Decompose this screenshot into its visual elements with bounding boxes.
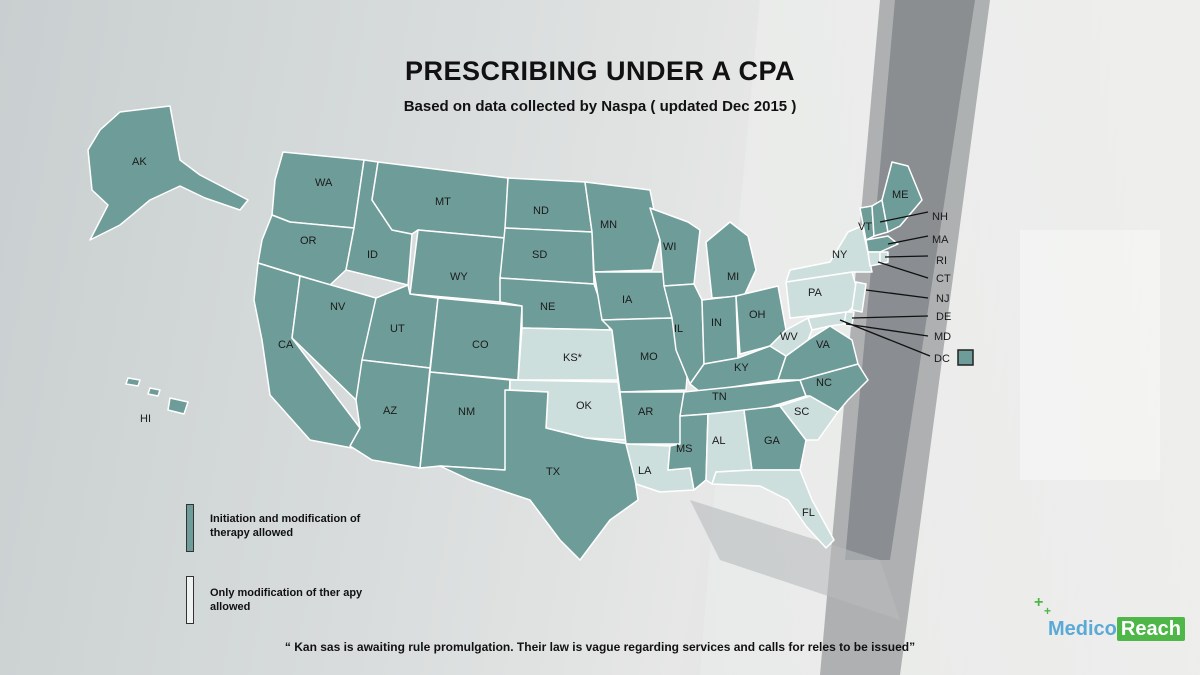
state-or bbox=[257, 214, 355, 286]
label-vt: VT bbox=[858, 221, 872, 233]
label-tx: TX bbox=[546, 466, 561, 478]
plus-icon-small: + bbox=[1044, 604, 1052, 618]
legend-swatch-partial bbox=[186, 576, 194, 624]
label-ma: MA bbox=[932, 234, 949, 246]
label-or: OR bbox=[300, 235, 317, 247]
label-oh: OH bbox=[749, 309, 766, 321]
label-ky: KY bbox=[734, 362, 749, 374]
label-pa: PA bbox=[808, 287, 823, 299]
label-co: CO bbox=[472, 339, 489, 351]
label-ok: OK bbox=[576, 400, 593, 412]
label-mt: MT bbox=[435, 196, 451, 208]
page-subtitle: Based on data collected by Naspa ( updat… bbox=[403, 98, 797, 115]
label-tn: TN bbox=[712, 391, 727, 403]
state-nj bbox=[851, 281, 867, 313]
label-ak: AK bbox=[132, 156, 147, 168]
medicoreach-logo: Medico Reach bbox=[1048, 617, 1185, 641]
label-ar: AR bbox=[638, 406, 653, 418]
label-wy: WY bbox=[450, 271, 468, 283]
label-hi: HI bbox=[140, 413, 151, 425]
leader-lines bbox=[839, 211, 931, 357]
state-mi bbox=[705, 221, 757, 299]
state-in bbox=[701, 295, 739, 365]
state-ma bbox=[865, 235, 899, 253]
label-ri: RI bbox=[936, 255, 947, 267]
state-fl bbox=[711, 469, 835, 549]
state-ar bbox=[619, 391, 685, 445]
state-ia bbox=[593, 271, 673, 321]
label-ut: UT bbox=[390, 323, 405, 335]
label-al: AL bbox=[712, 435, 725, 447]
state-wa bbox=[271, 151, 365, 229]
state-ak bbox=[87, 105, 249, 241]
page-title: PRESCRIBING UNDER A CPA bbox=[404, 56, 796, 86]
label-nd: ND bbox=[533, 205, 549, 217]
label-wv: WV bbox=[780, 331, 798, 343]
state-ga bbox=[743, 405, 807, 471]
state-md bbox=[807, 311, 847, 331]
label-az: AZ bbox=[383, 405, 397, 417]
label-fl: FL bbox=[802, 507, 815, 519]
plus-icon: + bbox=[1034, 594, 1044, 611]
label-ne: NE bbox=[540, 301, 555, 313]
state-sc bbox=[779, 395, 839, 441]
label-nv: NV bbox=[330, 301, 346, 313]
logo-part-1: Medico bbox=[1048, 618, 1117, 640]
dc-marker bbox=[957, 349, 974, 366]
label-nc: NC bbox=[816, 377, 832, 389]
state-ct bbox=[867, 251, 881, 267]
label-wa: WA bbox=[315, 177, 333, 189]
label-ny: NY bbox=[832, 249, 848, 261]
label-md: MD bbox=[934, 331, 951, 343]
label-mo: MO bbox=[640, 351, 658, 363]
label-me: ME bbox=[892, 189, 909, 201]
label-mi: MI bbox=[727, 271, 739, 283]
label-la: LA bbox=[638, 465, 652, 477]
state-tx bbox=[439, 389, 639, 561]
label-nh: NH bbox=[932, 211, 948, 223]
label-il: IL bbox=[674, 323, 683, 335]
state-nm bbox=[419, 371, 511, 471]
label-id: ID bbox=[367, 249, 378, 261]
state-tn bbox=[679, 379, 807, 417]
legend-label-full: Initiation and modification of therapy a… bbox=[210, 513, 361, 539]
label-ks: KS* bbox=[563, 352, 583, 364]
state-mn bbox=[584, 181, 661, 273]
state-ri bbox=[879, 251, 889, 265]
legend-swatch-full bbox=[186, 504, 194, 552]
state-wy bbox=[409, 229, 506, 303]
label-va: VA bbox=[816, 339, 831, 351]
label-ca: CA bbox=[278, 339, 294, 351]
legend-label-partial: Only modification of ther apy allowed bbox=[210, 587, 363, 613]
footnote: “ Kan sas is awaiting rule promulgation.… bbox=[284, 640, 916, 654]
label-ia: IA bbox=[622, 294, 633, 306]
label-wi: WI bbox=[663, 241, 676, 253]
label-nj: NJ bbox=[936, 293, 949, 305]
state-hi bbox=[125, 377, 189, 415]
label-de: DE bbox=[936, 311, 951, 323]
label-sc: SC bbox=[794, 406, 809, 418]
state-ny bbox=[785, 225, 873, 283]
label-in: IN bbox=[711, 317, 722, 329]
state-me bbox=[881, 161, 923, 233]
logo-part-2: Reach bbox=[1116, 617, 1185, 641]
label-dc: DC bbox=[934, 353, 950, 365]
label-mn: MN bbox=[600, 219, 617, 231]
label-ga: GA bbox=[764, 435, 781, 447]
label-ms: MS bbox=[676, 443, 693, 455]
label-nm: NM bbox=[458, 406, 475, 418]
label-sd: SD bbox=[532, 249, 547, 261]
label-ct: CT bbox=[936, 273, 951, 285]
